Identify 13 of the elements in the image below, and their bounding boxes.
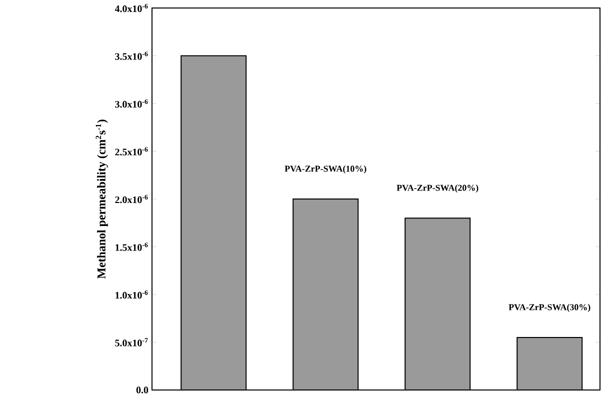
y-axis-title: Methanol permeability (cm$^{2}$s$^{-1}$)	[96, 120, 108, 279]
annotation: PVA-ZrP-SWA(10%)	[284, 165, 366, 174]
y-tick-label: 2.0x10$^{-6}$	[115, 194, 148, 204]
text: 0.0	[136, 386, 148, 394]
annotation: PVA-ZrP-SWA(20%)	[396, 184, 478, 193]
y-tick-label: 2.5x10$^{-6}$	[115, 147, 148, 156]
y-tick-label: 5.0x10$^{-7}$	[115, 338, 148, 346]
y-tick-label: 3.0x10$^{-6}$	[115, 99, 148, 108]
y-tick-label: 1.0x10$^{-6}$	[116, 290, 148, 299]
y-tick-label: 1.5x10$^{-6}$	[116, 242, 148, 251]
annotation: PVA-ZrP-SWA(30%)	[508, 304, 590, 312]
y-tick-label: 4.0x10$^{-6}$	[114, 4, 148, 12]
y-tick-label: 3.5x10$^{-6}$	[115, 52, 148, 60]
